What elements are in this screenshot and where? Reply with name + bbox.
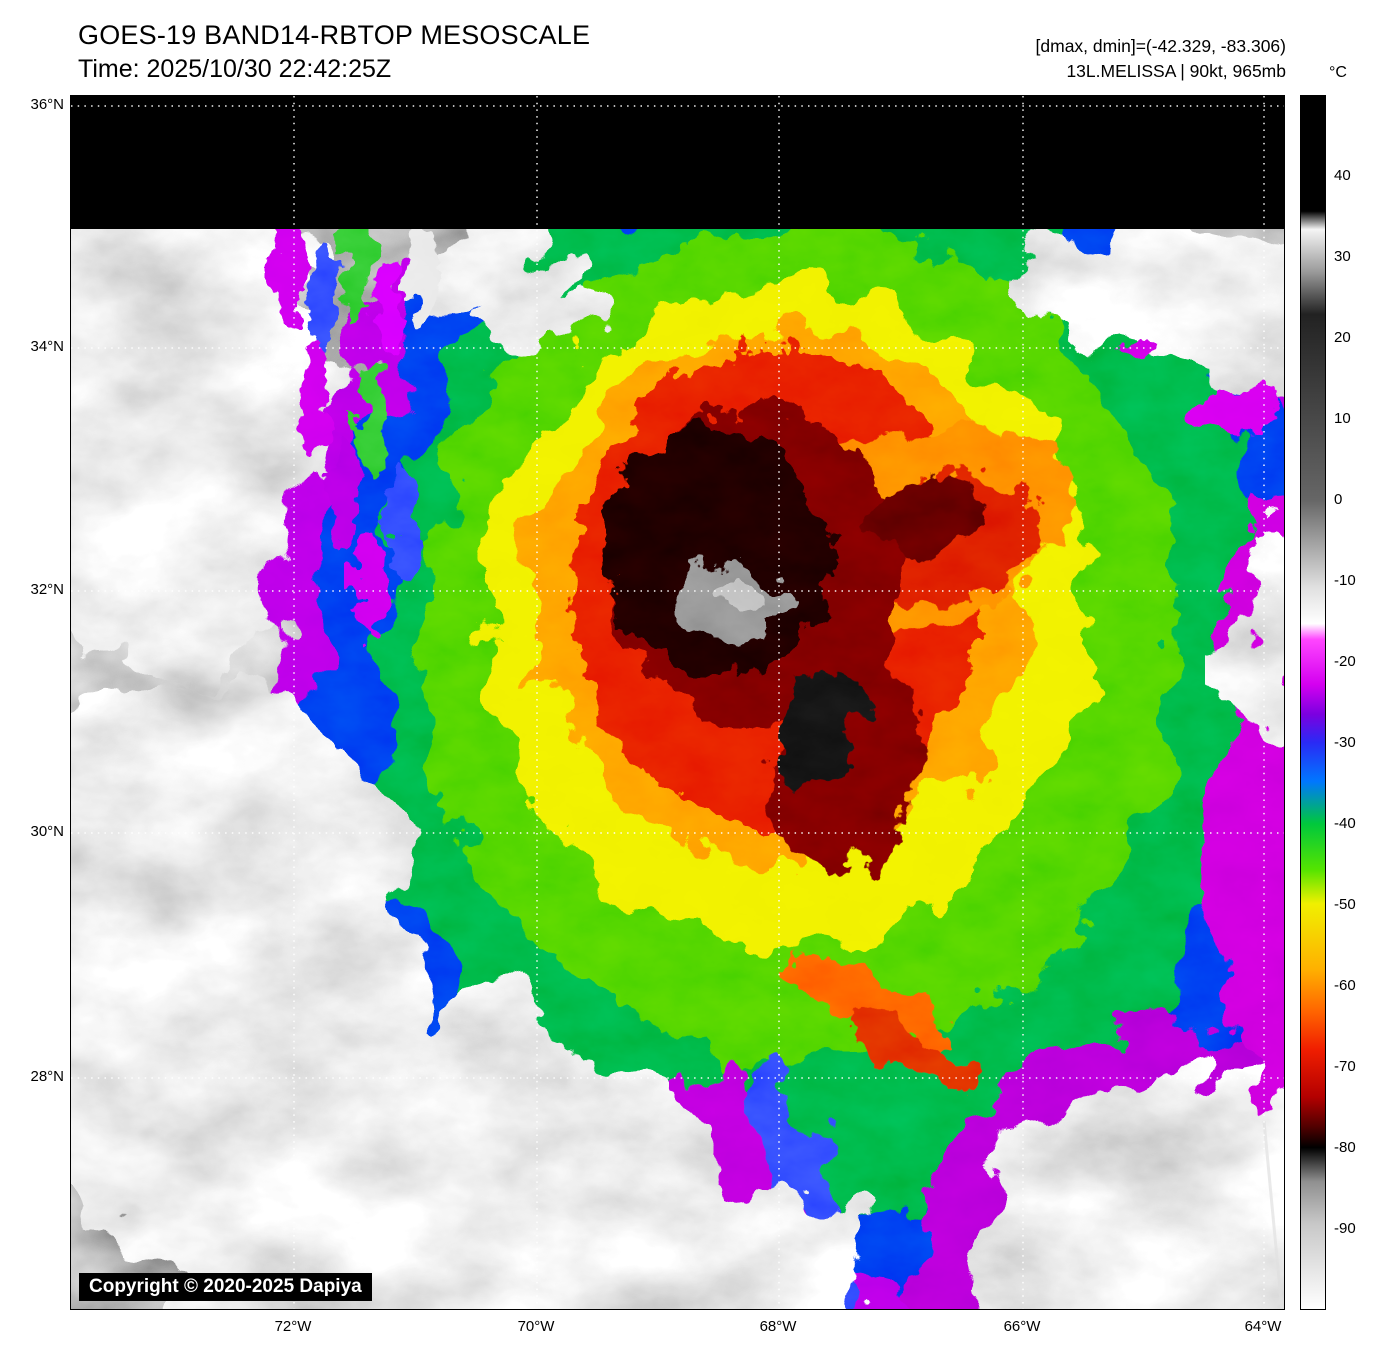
copyright-badge: Copyright © 2020-2025 Dapiya [79,1273,372,1301]
timestamp-label: Time: 2025/10/30 22:42:25Z [78,55,392,83]
cb-tick-m80: -80 [1334,1139,1356,1156]
cb-tick-0: 0 [1334,491,1343,508]
no-data-band [71,96,1284,229]
temperature-colorbar [1300,95,1326,1310]
cb-tick-m40: -40 [1334,815,1356,832]
lon-tick-66w: 66°W [1003,1318,1041,1335]
cb-tick-m70: -70 [1334,1058,1356,1075]
lat-tick-34n: 34°N [30,338,64,355]
cb-tick-20: 20 [1334,329,1351,346]
lon-tick-72w: 72°W [274,1318,312,1335]
gridlines [71,96,1284,1309]
cb-tick-10: 10 [1334,410,1351,427]
dmax-dmin-label: [dmax, dmin]=(-42.329, -83.306) [1035,36,1286,56]
lon-tick-70w: 70°W [517,1318,555,1335]
cb-tick-m90: -90 [1334,1220,1356,1237]
satellite-image [71,96,1284,1309]
cb-tick-30: 30 [1334,248,1351,265]
lat-tick-30n: 30°N [30,823,64,840]
cb-tick-m20: -20 [1334,653,1356,670]
colorbar-unit-label: °C [1329,64,1347,81]
lat-tick-36n: 36°N [30,96,64,113]
cb-tick-m50: -50 [1334,896,1356,913]
page-title: GOES-19 BAND14-RBTOP MESOSCALE [78,20,591,50]
lat-tick-28n: 28°N [30,1068,64,1085]
lon-tick-64w: 64°W [1244,1318,1282,1335]
texture-overlay [71,96,1284,1309]
satellite-image-panel: Copyright © 2020-2025 Dapiya [70,95,1285,1310]
lat-tick-32n: 32°N [30,581,64,598]
lon-tick-68w: 68°W [759,1318,797,1335]
cb-tick-m60: -60 [1334,977,1356,994]
cb-tick-40: 40 [1334,167,1351,184]
storm-info-label: 13L.MELISSA | 90kt, 965mb [1066,61,1286,81]
cb-tick-m10: -10 [1334,572,1356,589]
cb-tick-m30: -30 [1334,734,1356,751]
